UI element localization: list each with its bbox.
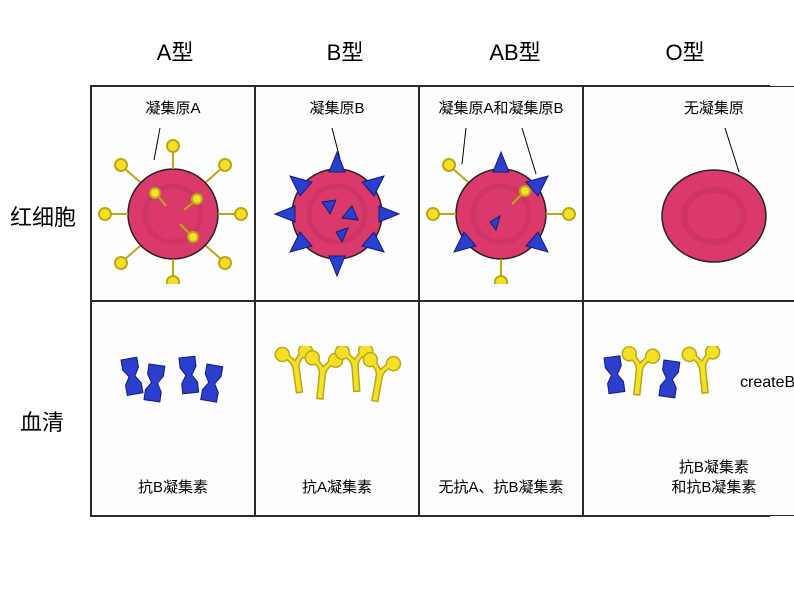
serum-svg-b	[262, 346, 412, 420]
serum-label-a: 抗B凝集素	[92, 478, 254, 498]
cell-rbc-b: 凝集原B	[255, 86, 419, 301]
rbc-svg-ab	[426, 124, 576, 284]
header-ab: AB型	[430, 35, 600, 67]
serum-label-ab: 无抗A、抗B凝集素	[420, 478, 582, 498]
header-o: O型	[600, 35, 770, 67]
antigen-label-a: 凝集原A	[98, 97, 248, 118]
cell-serum-a: 抗B凝集素	[91, 301, 255, 516]
antigen-label-ab: 凝集原A和凝集原B	[426, 97, 576, 118]
cell-serum-ab: 无抗A、抗B凝集素	[419, 301, 583, 516]
cell-serum-b: 抗A凝集素	[255, 301, 419, 516]
antigen-label-o: 无凝集原	[590, 97, 794, 118]
diagram-container: A型 B型 AB型 O型 凝集原A	[90, 35, 770, 517]
serum-svg-o: createBinding	[590, 346, 794, 420]
column-headers: A型 B型 AB型 O型	[90, 35, 770, 67]
cell-serum-o: createBinding 抗B凝集素 和抗B凝集素	[583, 301, 794, 516]
cell-rbc-o: 无凝集原	[583, 86, 794, 301]
serum-label-o: 抗B凝集素 和抗B凝集素	[584, 458, 794, 497]
serum-label-o-l2: 和抗B凝集素	[671, 479, 756, 496]
table-grid: 凝集原A	[90, 85, 770, 517]
cell-rbc-a: 凝集原A	[91, 86, 255, 301]
serum-label-b: 抗A凝集素	[256, 478, 418, 498]
serum-label-o-l1: 抗B凝集素	[679, 459, 749, 476]
row-label-serum: 血清	[20, 405, 64, 437]
header-b: B型	[260, 35, 430, 67]
rbc-svg-a	[98, 124, 248, 284]
antigen-label-b: 凝集原B	[262, 97, 412, 118]
header-a: A型	[90, 35, 260, 67]
row-label-rbc: 红细胞	[10, 200, 76, 232]
rbc-svg-o	[590, 124, 794, 284]
cell-rbc-ab: 凝集原A和凝集原B	[419, 86, 583, 301]
rbc-svg-b	[262, 124, 412, 284]
serum-svg-a	[98, 350, 248, 420]
